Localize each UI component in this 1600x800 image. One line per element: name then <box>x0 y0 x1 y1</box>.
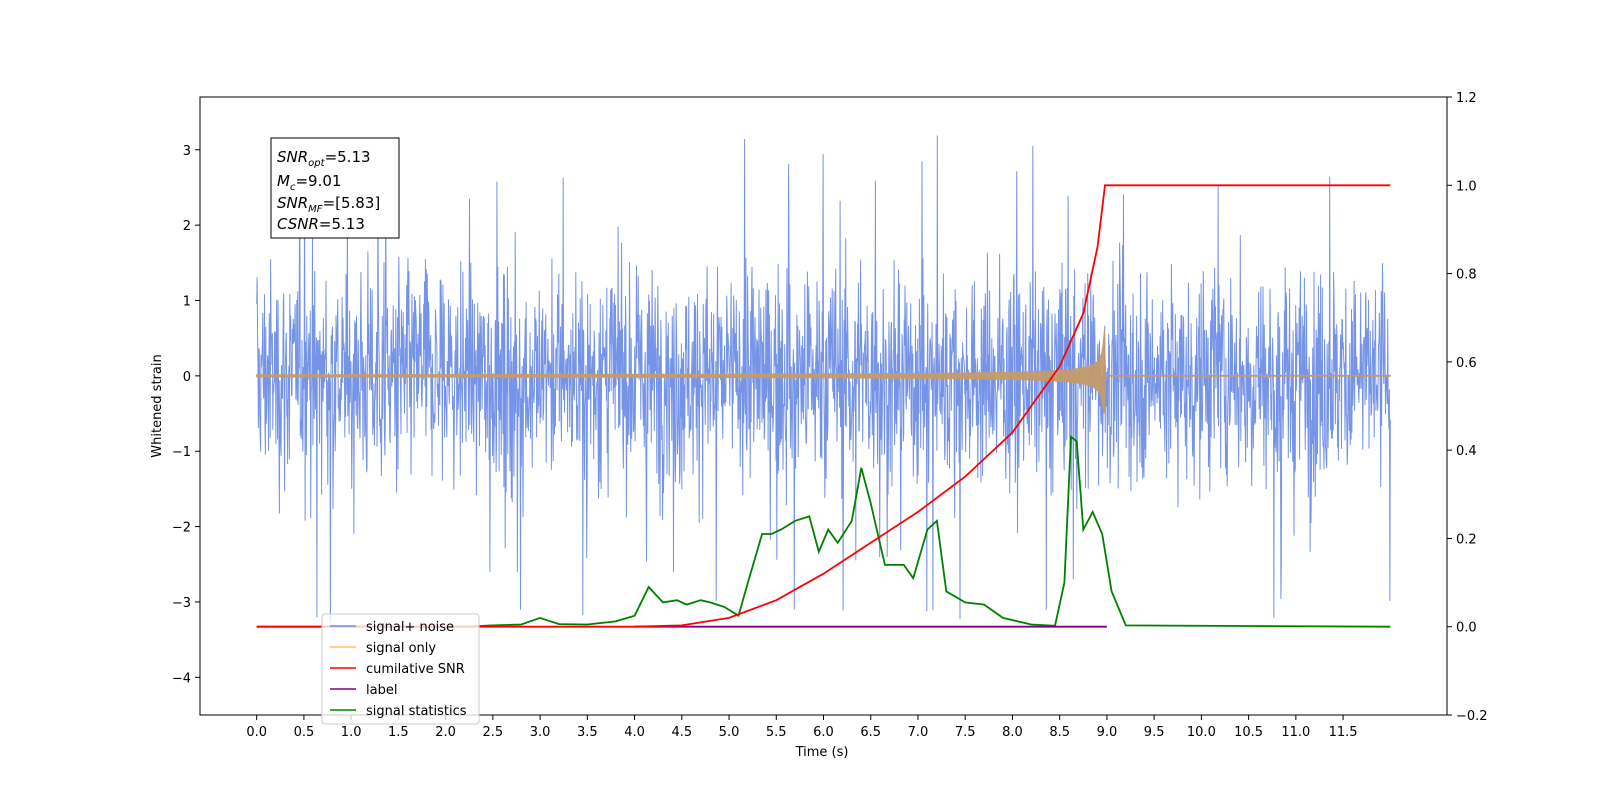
y2-tick-label: 0.0 <box>1456 621 1477 636</box>
x-tick-label: 0.0 <box>246 725 267 740</box>
x-tick-label: 4.0 <box>624 725 645 740</box>
x-tick-label: 10.0 <box>1187 725 1216 740</box>
annotation-snr-opt: SNRopt=5.13 <box>277 148 371 169</box>
y-tick-label: 0 <box>183 370 191 385</box>
x-tick-label: 4.5 <box>671 725 692 740</box>
y-axis-left: 3 2 1 0 −1 −2 −3 −4 <box>172 144 200 686</box>
y2-tick-label: 0.8 <box>1456 268 1477 283</box>
x-tick-label: 11.0 <box>1281 725 1310 740</box>
series-signal-only <box>256 330 1391 414</box>
annotation-csnr: CSNR=5.13 <box>277 215 365 233</box>
x-tick-label: 8.0 <box>1002 725 1023 740</box>
series-signal-noise <box>256 135 1391 623</box>
x-tick-label: 9.5 <box>1144 725 1165 740</box>
x-tick-label: 11.5 <box>1329 725 1358 740</box>
series-signal-statistics <box>256 435 1391 628</box>
x-tick-label: 7.5 <box>955 725 976 740</box>
x-tick-label: 3.0 <box>530 725 551 740</box>
y-tick-label: −1 <box>172 445 191 460</box>
x-tick-label: 6.5 <box>860 725 881 740</box>
annotation-snr-mf: SNRMF=[5.83] <box>277 194 380 215</box>
x-tick-label: 5.0 <box>719 725 740 740</box>
series-cumulative-snr <box>256 184 1391 628</box>
x-tick-label: 5.5 <box>766 725 787 740</box>
x-axis-label: Time (s) <box>795 745 849 760</box>
y2-tick-label: −0.2 <box>1456 709 1488 724</box>
x-tick-label: 9.0 <box>1097 725 1118 740</box>
legend: signal+ noise signal only cumilative SNR… <box>321 613 480 725</box>
y2-tick-label: 0.6 <box>1456 356 1477 371</box>
legend-label-signal-only: signal only <box>366 641 436 656</box>
legend-label-signal-statistics: signal statistics <box>366 704 467 719</box>
y2-tick-label: 0.4 <box>1456 444 1477 459</box>
y-tick-label: −2 <box>172 521 191 536</box>
x-tick-label: 3.5 <box>577 725 598 740</box>
x-tick-label: 0.5 <box>294 725 315 740</box>
y2-tick-label: 1.2 <box>1456 91 1477 106</box>
x-tick-label: 7.0 <box>908 725 929 740</box>
y-tick-label: −3 <box>172 596 191 611</box>
y-tick-label: 3 <box>183 144 191 159</box>
y2-tick-label: 0.2 <box>1456 532 1477 547</box>
series-layer <box>256 135 1391 628</box>
y-tick-label: −4 <box>172 671 191 686</box>
x-tick-label: 1.0 <box>341 725 362 740</box>
x-tick-label: 2.5 <box>483 725 504 740</box>
legend-label-cumulative-snr: cumilative SNR <box>366 662 465 677</box>
y-axis-label: Whitened strain <box>150 354 165 457</box>
legend-label-label: label <box>366 683 397 698</box>
x-tick-label: 1.5 <box>388 725 409 740</box>
annotation-chirp-mass: Mc=9.01 <box>277 172 341 193</box>
legend-label-signal-noise: signal+ noise <box>366 620 454 635</box>
y-tick-label: 2 <box>183 219 191 234</box>
x-tick-label: 8.5 <box>1049 725 1070 740</box>
x-tick-label: 6.0 <box>813 725 834 740</box>
x-tick-label: 2.0 <box>435 725 456 740</box>
x-tick-label: 10.5 <box>1234 725 1263 740</box>
x-axis: 0.0 0.5 1.0 1.5 2.0 2.5 3.0 3.5 4.0 4.5 5.0 5.5 6.0 6… <box>246 715 1358 740</box>
stats-annotation-box: SNRopt=5.13 Mc=9.01 SNRMF=[5.83] CSNR=5.… <box>270 137 400 239</box>
y-tick-label: 1 <box>183 294 191 309</box>
y-axis-right: 1.2 1.0 0.8 0.6 0.4 0.2 0.0 −0.2 <box>1447 91 1488 724</box>
y2-tick-label: 1.0 <box>1456 179 1477 194</box>
